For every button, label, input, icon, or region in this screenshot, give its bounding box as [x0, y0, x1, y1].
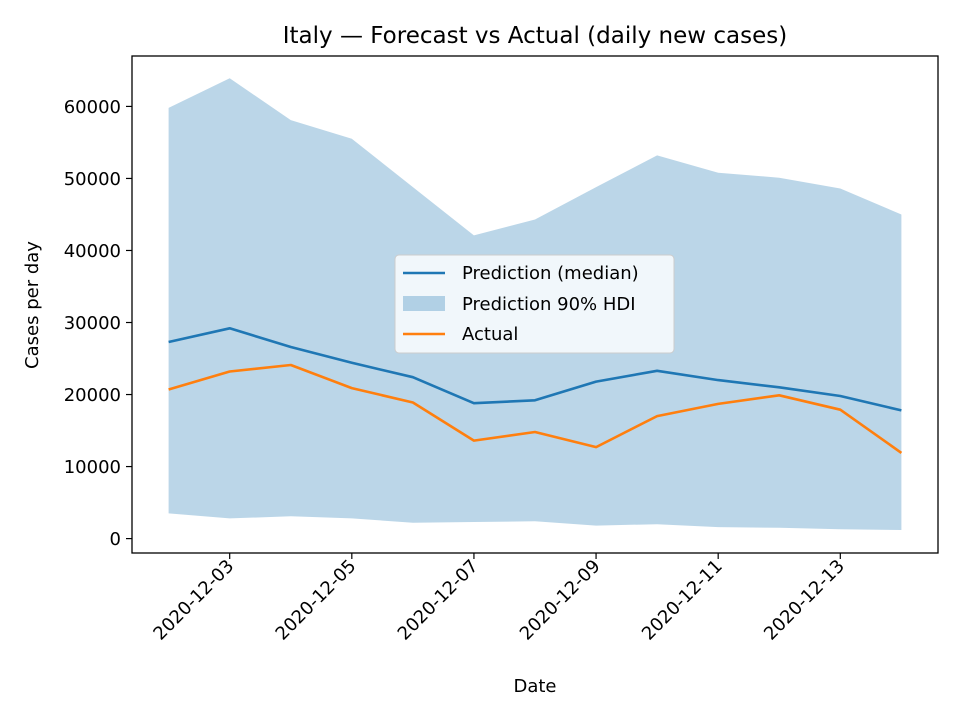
x-tick-label: 2020-12-11 [638, 556, 727, 645]
actual-line [168, 363, 903, 454]
x-axis-label: Date [513, 676, 556, 697]
legend-label-actual: Actual [462, 324, 518, 345]
legend: Prediction (median) Prediction 90% HDI A… [394, 254, 675, 354]
legend-label-median: Prediction (median) [462, 263, 639, 284]
legend-swatch-hdi-band [403, 296, 445, 311]
y-tick-label: 60000 [64, 97, 121, 118]
series-lines-layer [168, 326, 903, 454]
y-tick-label: 0 [110, 529, 121, 550]
y-tick-label: 30000 [64, 313, 121, 334]
plot-frame [131, 55, 939, 554]
x-tick-label: 2020-12-03 [149, 556, 238, 645]
y-tick-label: 40000 [64, 241, 121, 262]
x-tick-label: 2020-12-05 [272, 556, 361, 645]
x-tick-label: 2020-12-07 [394, 556, 483, 645]
y-tick-label: 10000 [64, 457, 121, 478]
chart-title: Italy — Forecast vs Actual (daily new ca… [283, 23, 787, 49]
legend-label-hdi: Prediction 90% HDI [462, 294, 636, 315]
y-axis-label: Cases per day [22, 241, 43, 369]
median-line [168, 326, 902, 412]
legend-box [394, 254, 675, 354]
y-tick-label: 50000 [64, 169, 121, 190]
x-tick-label: 2020-12-13 [760, 556, 849, 645]
y-axis: 0 10000 20000 30000 40000 50000 60000 [64, 97, 132, 550]
y-tick-label: 20000 [64, 385, 121, 406]
x-axis: 2020-12-03 2020-12-05 2020-12-07 2020-12-09… [149, 553, 849, 645]
x-tick-label: 2020-12-09 [516, 556, 605, 645]
